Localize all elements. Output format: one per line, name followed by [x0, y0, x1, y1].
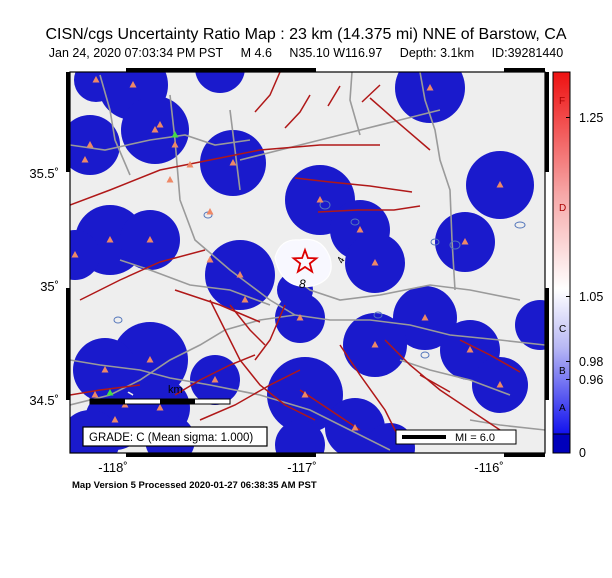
station-triangle-icon [111, 416, 119, 423]
colorbar-value-1-05: 1.05 [579, 290, 603, 304]
contour-label-4: 4 [335, 256, 347, 265]
station-triangle-icon [106, 389, 114, 396]
scale-bar-label: km [168, 384, 183, 396]
station-triangle-icon [229, 159, 237, 166]
color-bar: F D C B A 1.25 1.05 0.98 0.96 0 [552, 71, 603, 460]
lon-label-117: -117˚ [287, 460, 316, 475]
station-triangle-icon [421, 314, 429, 321]
uncertainty-blob [515, 300, 545, 350]
station-triangle-icon [296, 314, 304, 321]
lakes [113, 200, 526, 359]
station-triangle-icon [171, 131, 179, 138]
uncertainty-blob [275, 420, 325, 453]
map-title: CISN/cgs Uncertainty Ratio Map : 23 km (… [45, 26, 567, 43]
epicenter-star-icon [291, 247, 319, 274]
station-triangle-icon [156, 404, 164, 411]
faults [70, 72, 521, 441]
station-triangle-icon [171, 141, 179, 148]
station-triangle-icon [466, 346, 474, 353]
event-depth: Depth: 3.1km [399, 46, 475, 60]
frame-ticks [66, 68, 549, 457]
uncertainty-blob [395, 72, 465, 123]
station-triangle-icon [211, 376, 219, 383]
colorbar-value-1-25: 1.25 [579, 111, 603, 125]
colorbar-value-0-98: 0.98 [579, 355, 603, 369]
station-triangle-icon [206, 208, 214, 215]
event-magnitude: M 4.6 [240, 46, 272, 60]
uncertainty-blobs [70, 72, 545, 453]
station-triangle-icon [129, 81, 137, 88]
station-triangle-icon [92, 76, 100, 83]
station-triangle-icon [496, 181, 504, 188]
mi-legend-text: MI = 6.0 [455, 432, 495, 444]
event-info: Jan 24, 2020 07:03:34 PM PST M 4.6 N35.1… [0, 46, 612, 61]
grade-text: GRADE: C (Mean sigma: 1.000) [89, 432, 253, 444]
intensity-contour [274, 238, 332, 288]
uncertainty-blob [70, 230, 100, 280]
grade-letter-d: D [559, 203, 566, 214]
lat-label-34-5: 34.5˚ [29, 393, 59, 408]
lon-label-116: -116˚ [474, 460, 503, 475]
station-triangle-icon [241, 296, 249, 303]
station-triangle-icon [316, 196, 324, 203]
station-triangle-icon [426, 84, 434, 91]
station-triangle-icon [151, 126, 159, 133]
stations [71, 76, 504, 443]
lat-label-35: 35˚ [40, 279, 59, 294]
grade-letter-f: F [559, 96, 565, 107]
station-triangle-icon [371, 259, 379, 266]
station-triangle-icon [301, 391, 309, 398]
roads [70, 72, 545, 451]
station-triangle-icon [371, 341, 379, 348]
uncertainty-blob [195, 72, 245, 93]
event-id: ID:39281440 [491, 46, 564, 60]
uncertainty-blob [74, 72, 118, 102]
station-triangle-icon [166, 176, 174, 183]
station-triangle-icon [101, 366, 109, 373]
station-triangle-icon [236, 271, 244, 278]
lon-label-118: -118˚ [98, 460, 127, 475]
scale-bar: km [89, 384, 231, 405]
station-triangle-icon [206, 256, 214, 263]
station-triangle-icon [86, 141, 94, 148]
station-triangle-icon [146, 356, 154, 363]
station-triangle-icon [186, 161, 194, 168]
contour-label-8: 8 [299, 277, 306, 291]
map-footer: Map Version 5 Processed 2020-01-27 06:38… [72, 480, 317, 491]
station-triangle-icon [461, 238, 469, 245]
event-location: N35.10 W116.97 [289, 46, 383, 60]
colorbar-value-0-96: 0.96 [579, 373, 603, 387]
station-triangle-icon [356, 226, 364, 233]
uncertainty-blob [70, 115, 120, 175]
grade-letter-b: B [559, 366, 566, 377]
station-triangle-icon [71, 251, 79, 258]
station-triangle-icon [91, 391, 99, 398]
station-triangle-icon [146, 236, 154, 243]
station-triangle-icon [351, 424, 359, 431]
station-triangle-icon [496, 381, 504, 388]
station-triangle-icon [81, 156, 89, 163]
grade-letter-c: C [559, 324, 566, 335]
station-triangle-icon [156, 121, 164, 128]
grade-box: GRADE: C (Mean sigma: 1.000) [82, 426, 268, 447]
event-date: Jan 24, 2020 07:03:34 PM PST [48, 46, 224, 60]
lat-label-35-5: 35.5˚ [29, 166, 59, 181]
mi-legend: MI = 6.0 [395, 429, 517, 445]
grade-letter-a: A [559, 403, 566, 414]
station-triangle-icon [106, 236, 114, 243]
colorbar-value-0: 0 [579, 446, 586, 460]
